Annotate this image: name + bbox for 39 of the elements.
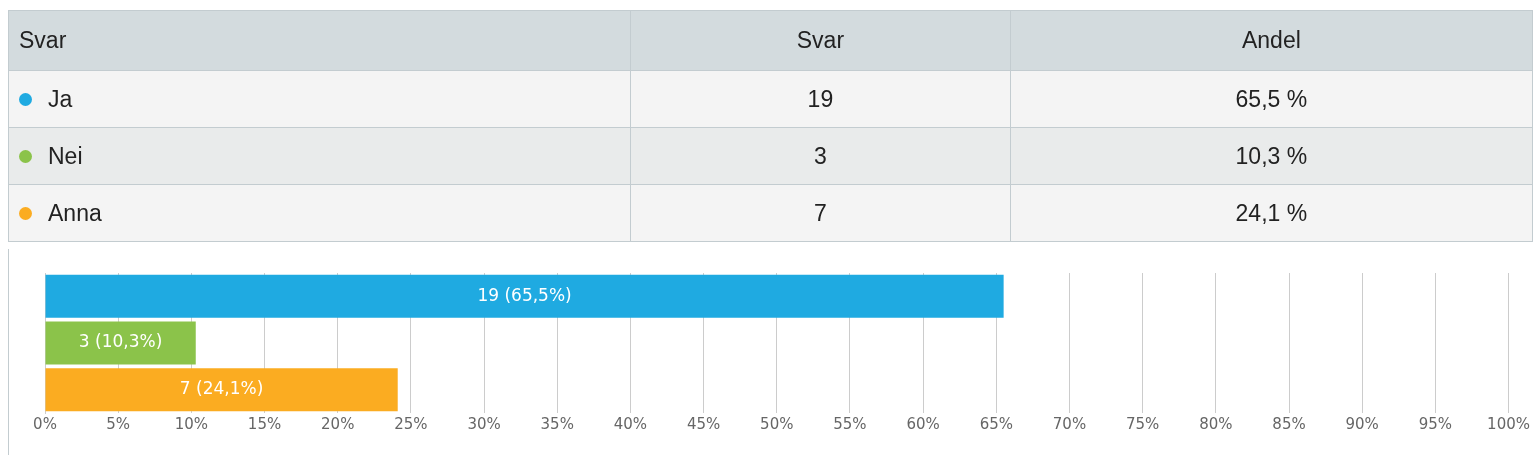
x-tick-label: 75% [1126,414,1160,433]
x-tick-label: 50% [760,414,794,433]
x-tick-label: 45% [686,414,721,433]
bar [45,321,196,365]
text: Andel [1010,10,1533,71]
x-tick-label: 100% [1487,414,1530,433]
x-tick-label: 90% [1345,414,1379,433]
x-tick-label: 20% [321,414,355,433]
x-tick-label: 95% [1418,414,1453,433]
text: Anna [8,184,631,242]
x-tick-label: 60% [906,414,940,433]
text: Svar [8,10,631,71]
text: Nei [8,127,631,185]
text: 24,1 % [1010,184,1533,242]
bar [45,368,398,412]
x-tick-label: 65% [979,414,1013,433]
data-label: 19 (65,5%) [477,284,572,305]
x-tick-label: 0% [33,414,57,433]
data-label: 7 (24,1%) [179,378,264,399]
data-label: 3 (10,3%) [78,331,163,352]
x-tick-label: 30% [467,414,501,433]
bar [45,274,1004,318]
x-tick-label: 80% [1199,414,1233,433]
x-tick-label: 85% [1272,414,1306,433]
x-tick-label: 15% [247,414,282,433]
text: 19 [630,70,1011,128]
text: 65,5 % [1010,70,1533,128]
x-tick-label: 55% [833,414,867,433]
text: 7 [630,184,1011,242]
text: Svar [630,10,1011,71]
x-tick-label: 40% [613,414,648,433]
text: 10,3 % [1010,127,1533,185]
x-tick-label: 25% [394,414,428,433]
text: Ja [8,70,631,128]
x-tick-label: 5% [106,414,131,433]
x-tick-label: 35% [540,414,574,433]
text: 3 [630,127,1011,185]
x-tick-label: 70% [1052,414,1087,433]
x-tick-label: 10% [174,414,209,433]
